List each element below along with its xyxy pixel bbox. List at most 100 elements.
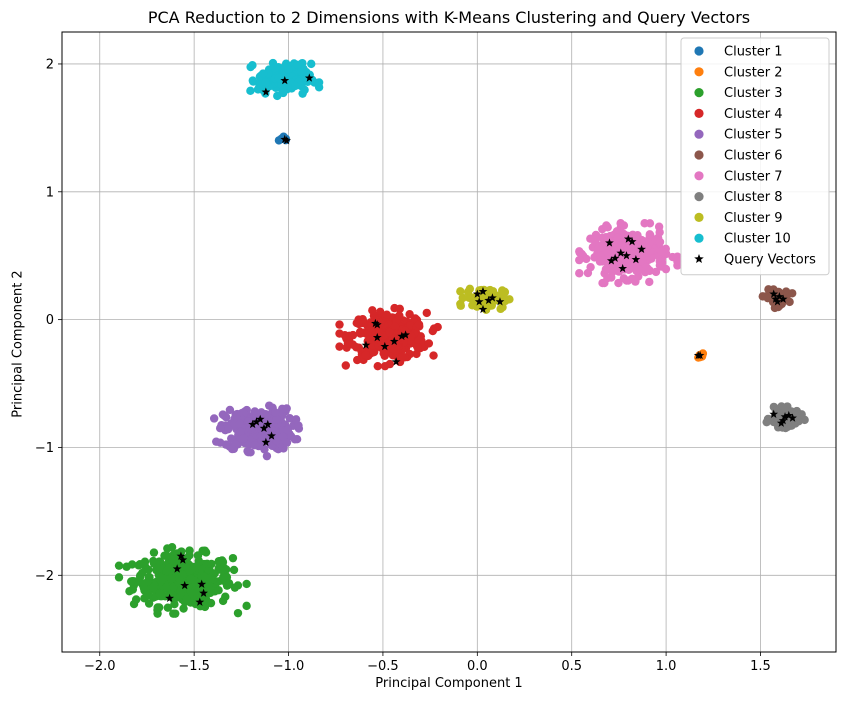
legend: Cluster 1 Cluster 2 Cluster 3 Cluster 4 Clus… xyxy=(680,37,830,276)
cluster-point xyxy=(353,355,362,365)
query-vector-star xyxy=(693,350,703,360)
cluster-point xyxy=(285,414,294,423)
query-vector-star xyxy=(397,331,407,340)
cluster-point xyxy=(290,435,300,444)
query-vector-star xyxy=(199,588,208,597)
cluster-point xyxy=(144,599,154,608)
cluster-point xyxy=(207,559,216,569)
query-vector-star xyxy=(178,555,188,564)
x-tick-label: 0.0 xyxy=(467,659,488,674)
cluster-point xyxy=(182,595,191,604)
cluster-point xyxy=(395,311,404,320)
cluster-point xyxy=(282,438,292,447)
cluster-point xyxy=(422,308,431,318)
y-tick-label: −2 xyxy=(35,569,54,584)
cluster-point xyxy=(668,252,677,262)
query-vector-star xyxy=(176,551,186,560)
cluster-point xyxy=(149,583,158,592)
cluster-point xyxy=(661,264,671,274)
cluster-point xyxy=(414,335,423,345)
query-vector-star xyxy=(252,417,261,426)
query-vector-star xyxy=(282,136,292,145)
cluster-point xyxy=(176,586,185,596)
cluster-point xyxy=(239,434,249,443)
cluster-point xyxy=(307,59,316,69)
cluster-point xyxy=(627,247,637,257)
cluster-point xyxy=(199,572,209,581)
query-vector-star xyxy=(618,263,628,273)
query-vector-star xyxy=(304,73,314,82)
cluster-point xyxy=(206,573,215,583)
cluster-point xyxy=(261,78,270,87)
cluster-point xyxy=(246,86,255,96)
cluster-point xyxy=(343,339,353,348)
cluster-point xyxy=(248,76,258,85)
cluster-point xyxy=(258,69,268,78)
cluster-point xyxy=(163,603,173,612)
legend-label: Cluster 6 xyxy=(724,149,783,164)
legend-marker xyxy=(694,108,704,118)
cluster-point xyxy=(136,571,145,580)
cluster-3-points xyxy=(114,542,251,618)
cluster-point xyxy=(149,548,159,557)
cluster-point xyxy=(602,221,611,230)
cluster-point xyxy=(156,576,166,585)
cluster-point xyxy=(389,344,398,354)
cluster-point xyxy=(310,78,319,87)
legend-label: Query Vectors xyxy=(724,253,816,268)
cluster-point xyxy=(191,578,200,587)
cluster-point xyxy=(282,404,291,413)
chart-title: PCA Reduction to 2 Dimensions with K-Mea… xyxy=(147,8,751,27)
query-vector-star xyxy=(478,286,488,296)
cluster-point xyxy=(283,425,292,435)
cluster-point xyxy=(575,248,584,257)
cluster-point xyxy=(599,256,608,265)
cluster-point xyxy=(114,561,124,570)
x-tick-label: −1.0 xyxy=(273,659,305,674)
cluster-point xyxy=(224,424,233,434)
cluster-point xyxy=(209,414,219,423)
cluster-point xyxy=(601,264,611,274)
cluster-point xyxy=(472,302,482,311)
axis-ticks: −2.0 −1.5 −1.0 −0.5 0.0 0.5 1.0 1.5 −2 −1 0 1 2 xyxy=(35,57,771,674)
cluster-point xyxy=(458,293,467,303)
cluster-point xyxy=(341,361,350,370)
query-vector-star xyxy=(401,330,410,339)
cluster-point xyxy=(642,263,651,272)
query-vector-star xyxy=(280,134,290,144)
query-vector-star xyxy=(610,253,620,262)
cluster-point xyxy=(235,419,244,428)
cluster-point xyxy=(257,408,266,417)
legend-label: Cluster 2 xyxy=(724,65,783,80)
legend-label: Cluster 5 xyxy=(724,128,783,143)
legend-star-marker xyxy=(694,254,704,264)
cluster-point xyxy=(262,451,272,461)
x-tick-label: −0.5 xyxy=(367,659,399,674)
cluster-point xyxy=(762,417,771,427)
cluster-point xyxy=(142,591,152,600)
y-tick-label: 1 xyxy=(46,185,54,200)
legend-marker xyxy=(694,192,704,202)
cluster-point xyxy=(368,306,377,315)
query-vector-star xyxy=(361,340,371,349)
query-vector-star xyxy=(261,87,271,96)
data-points xyxy=(114,58,809,618)
query-vector-star xyxy=(248,419,258,429)
cluster-point xyxy=(390,322,400,331)
query-vector-star xyxy=(263,419,273,429)
query-vector-star xyxy=(261,437,271,447)
cluster-point xyxy=(296,67,306,77)
cluster-point xyxy=(162,566,172,576)
cluster-point xyxy=(250,440,259,450)
cluster-point xyxy=(645,277,654,287)
cluster-point xyxy=(179,604,188,613)
cluster-point xyxy=(278,432,288,441)
cluster-point xyxy=(397,352,407,362)
x-tick-label: 1.5 xyxy=(750,659,771,674)
query-vector-star xyxy=(484,295,494,305)
cluster-point xyxy=(243,446,252,456)
cluster-point xyxy=(575,269,584,278)
y-tick-label: −1 xyxy=(35,441,54,456)
query-vector-star xyxy=(788,413,797,422)
